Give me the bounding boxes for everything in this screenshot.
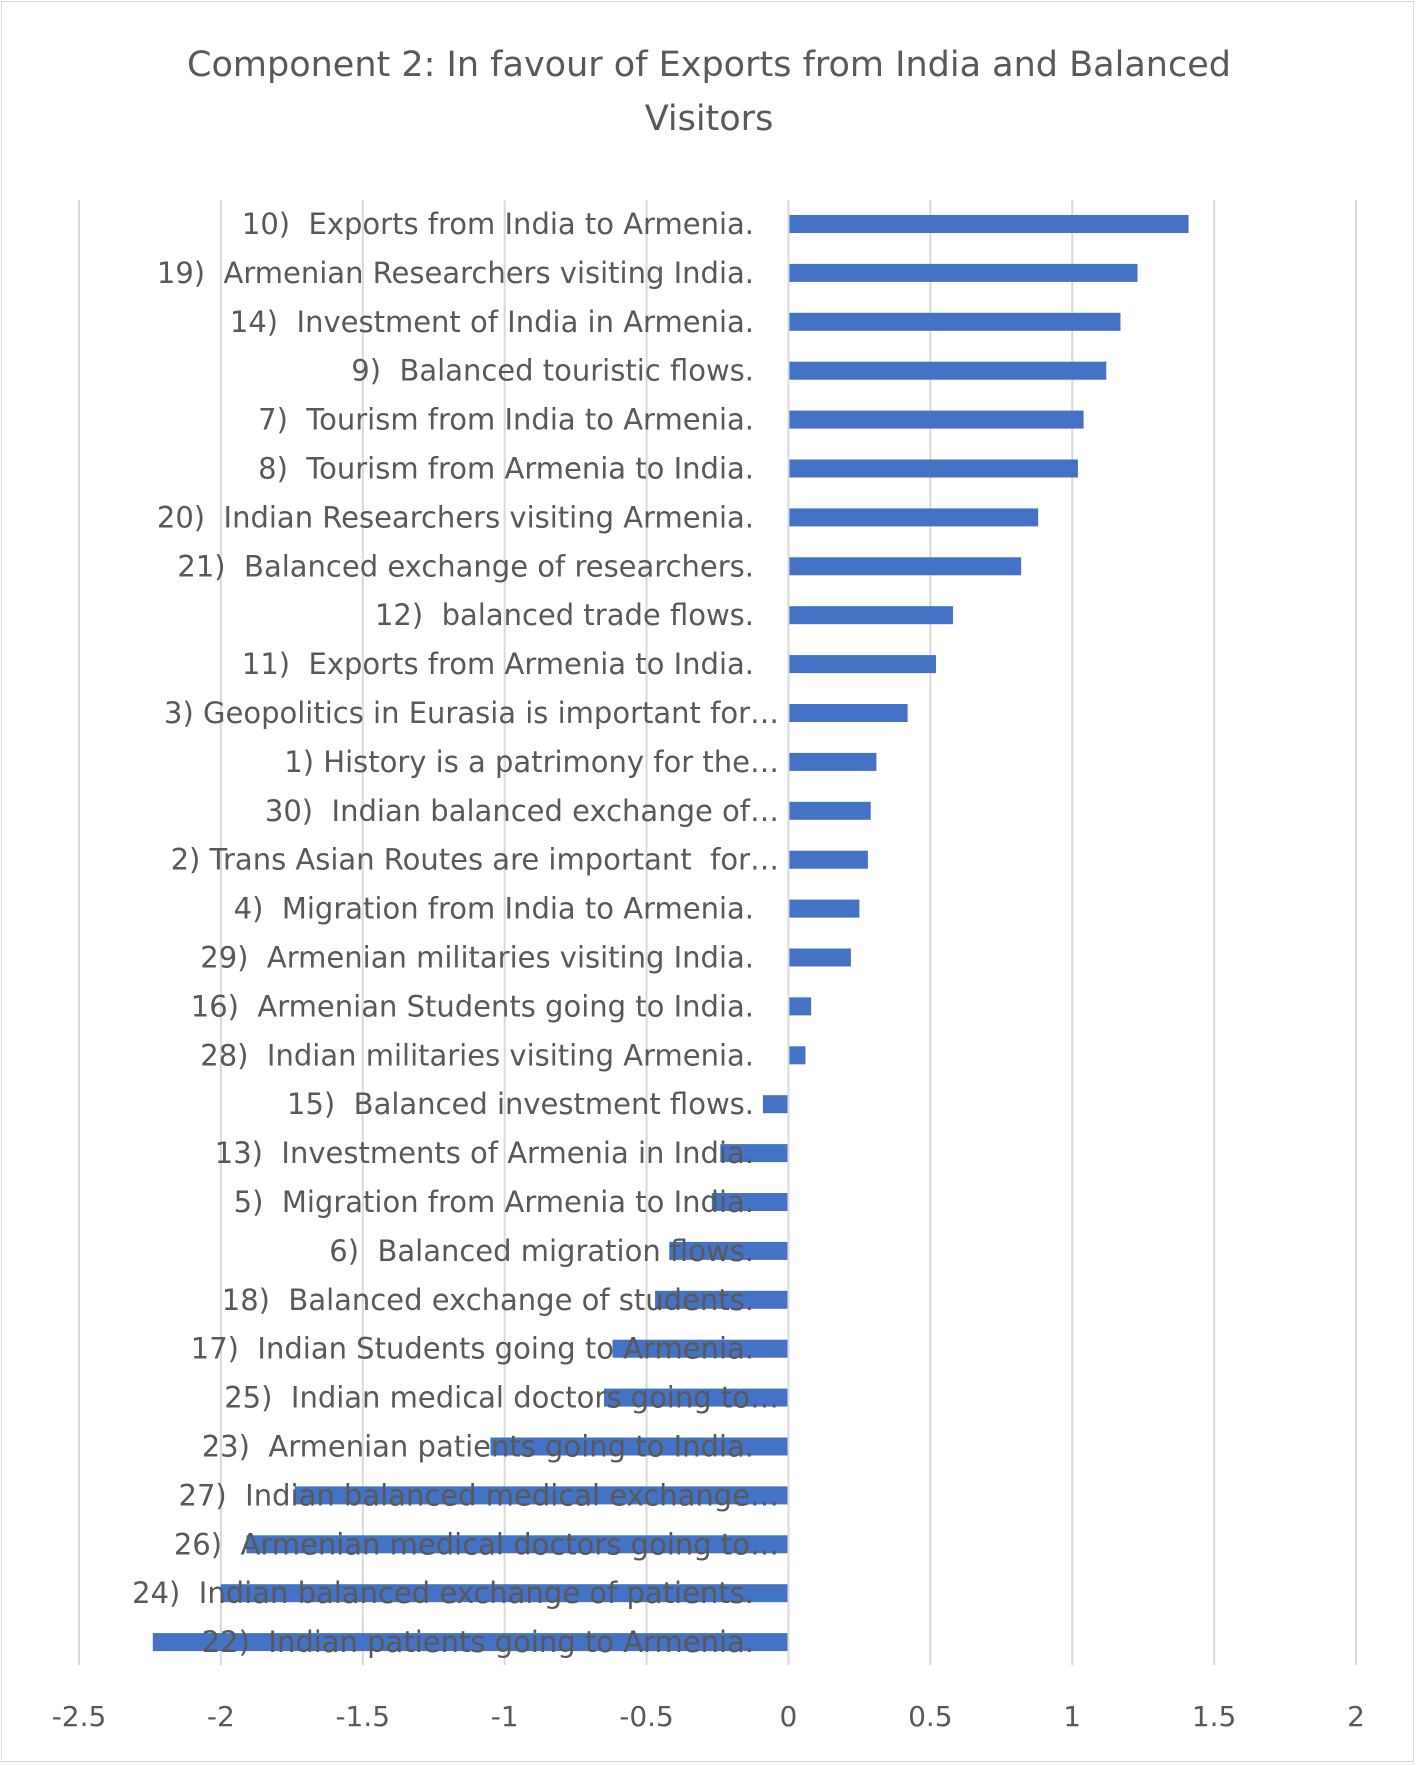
category-label: 4) Migration from India to Armenia. bbox=[234, 892, 754, 926]
bar bbox=[789, 410, 1084, 429]
category-label: 15) Balanced investment flows. bbox=[287, 1087, 754, 1121]
category-labels: 10) Exports from India to Armenia. 19) Ar… bbox=[132, 207, 779, 1659]
category-label: 23) Armenian patients going to India. bbox=[202, 1430, 754, 1464]
chart-title: Component 2: In favour of Exports from I… bbox=[187, 45, 1231, 139]
category-label: 11) Exports from Armenia to India. bbox=[242, 647, 754, 681]
bar bbox=[612, 1339, 788, 1358]
category-label: 20) Indian Researchers visiting Armenia. bbox=[157, 500, 754, 534]
bar bbox=[789, 263, 1138, 282]
x-tick-label: 2 bbox=[1347, 1700, 1365, 1733]
category-label: 13) Investments of Armenia in India. bbox=[215, 1136, 754, 1170]
bar bbox=[720, 1144, 788, 1163]
category-label: 22) Indian patients going to Armenia. bbox=[202, 1625, 754, 1659]
bar bbox=[669, 1241, 788, 1260]
x-tick-label: -1.5 bbox=[335, 1700, 390, 1733]
category-label: 29) Armenian militaries visiting India. bbox=[200, 941, 754, 975]
bar bbox=[789, 899, 860, 918]
gridlines bbox=[78, 200, 1357, 1665]
bar bbox=[655, 1290, 788, 1309]
category-label: 27) Indian balanced medical exchange… bbox=[179, 1478, 779, 1512]
bar bbox=[294, 1486, 788, 1505]
x-tick-label: -1 bbox=[491, 1700, 519, 1733]
category-label: 14) Investment of India in Armenia. bbox=[230, 305, 754, 339]
category-label: 17) Indian Students going to Armenia. bbox=[191, 1332, 754, 1366]
category-label: 7) Tourism from India to Armenia. bbox=[258, 403, 754, 437]
bar bbox=[789, 361, 1107, 380]
category-label: 16) Armenian Students going to India. bbox=[191, 989, 754, 1023]
bar bbox=[789, 459, 1078, 478]
bar bbox=[789, 606, 954, 625]
bar bbox=[246, 1535, 788, 1554]
bar bbox=[789, 312, 1121, 331]
category-label: 2) Trans Asian Routes are important for… bbox=[171, 843, 779, 877]
bar bbox=[762, 1095, 788, 1114]
bar bbox=[220, 1584, 788, 1603]
bar bbox=[789, 850, 868, 869]
chart-title-line-1: Component 2: In favour of Exports from I… bbox=[187, 45, 1231, 85]
bar bbox=[789, 557, 1022, 576]
category-label: 8) Tourism from Armenia to India. bbox=[258, 452, 754, 486]
category-label: 3) Geopolitics in Eurasia is important f… bbox=[164, 696, 779, 730]
bar bbox=[789, 801, 871, 820]
bar bbox=[490, 1437, 788, 1456]
bar bbox=[789, 215, 1189, 233]
x-tick-label: 0.5 bbox=[908, 1700, 953, 1733]
chart-title-line-2: Visitors bbox=[645, 99, 774, 139]
bar bbox=[603, 1388, 788, 1407]
category-label: 1) History is a patrimony for the… bbox=[284, 745, 779, 779]
bar bbox=[789, 508, 1039, 527]
category-label: 21) Balanced exchange of researchers. bbox=[177, 549, 754, 583]
category-label: 10) Exports from India to Armenia. bbox=[242, 207, 754, 241]
x-tick-label: -2 bbox=[207, 1700, 235, 1733]
bar bbox=[789, 948, 851, 967]
category-label: 25) Indian medical doctors going to… bbox=[224, 1381, 779, 1415]
category-label: 9) Balanced touristic flows. bbox=[351, 354, 754, 388]
bar bbox=[711, 1193, 788, 1211]
x-tick-label: -2.5 bbox=[52, 1700, 107, 1733]
x-tick-label: 1.5 bbox=[1192, 1700, 1237, 1733]
category-label: 30) Indian balanced exchange of… bbox=[265, 794, 779, 828]
bar bbox=[789, 997, 812, 1016]
bar bbox=[789, 752, 877, 771]
bar bbox=[152, 1633, 788, 1652]
bars bbox=[152, 215, 1189, 1652]
category-label: 26) Armenian medical doctors going to… bbox=[174, 1527, 779, 1561]
category-label: 24) Indian balanced exchange of patients… bbox=[132, 1576, 754, 1610]
bar bbox=[789, 704, 908, 722]
x-tick-label: -0.5 bbox=[619, 1700, 674, 1733]
category-label: 19) Armenian Researchers visiting India. bbox=[157, 256, 754, 290]
bar bbox=[789, 1046, 806, 1065]
bar bbox=[789, 655, 937, 674]
x-tick-label: 1 bbox=[1063, 1700, 1081, 1733]
category-label: 6) Balanced migration flows. bbox=[329, 1234, 754, 1268]
category-label: 12) balanced trade flows. bbox=[375, 598, 754, 632]
category-label: 5) Migration from Armenia to India. bbox=[234, 1185, 754, 1219]
category-label: 28) Indian militaries visiting Armenia. bbox=[200, 1038, 754, 1072]
x-tick-label: 0 bbox=[780, 1700, 798, 1733]
category-label: 18) Balanced exchange of students. bbox=[222, 1283, 754, 1317]
x-axis-tick-labels: -2.5 -2 -1.5 -1 -0.5 0 0.5 1 1.5 2 bbox=[52, 1700, 1365, 1733]
